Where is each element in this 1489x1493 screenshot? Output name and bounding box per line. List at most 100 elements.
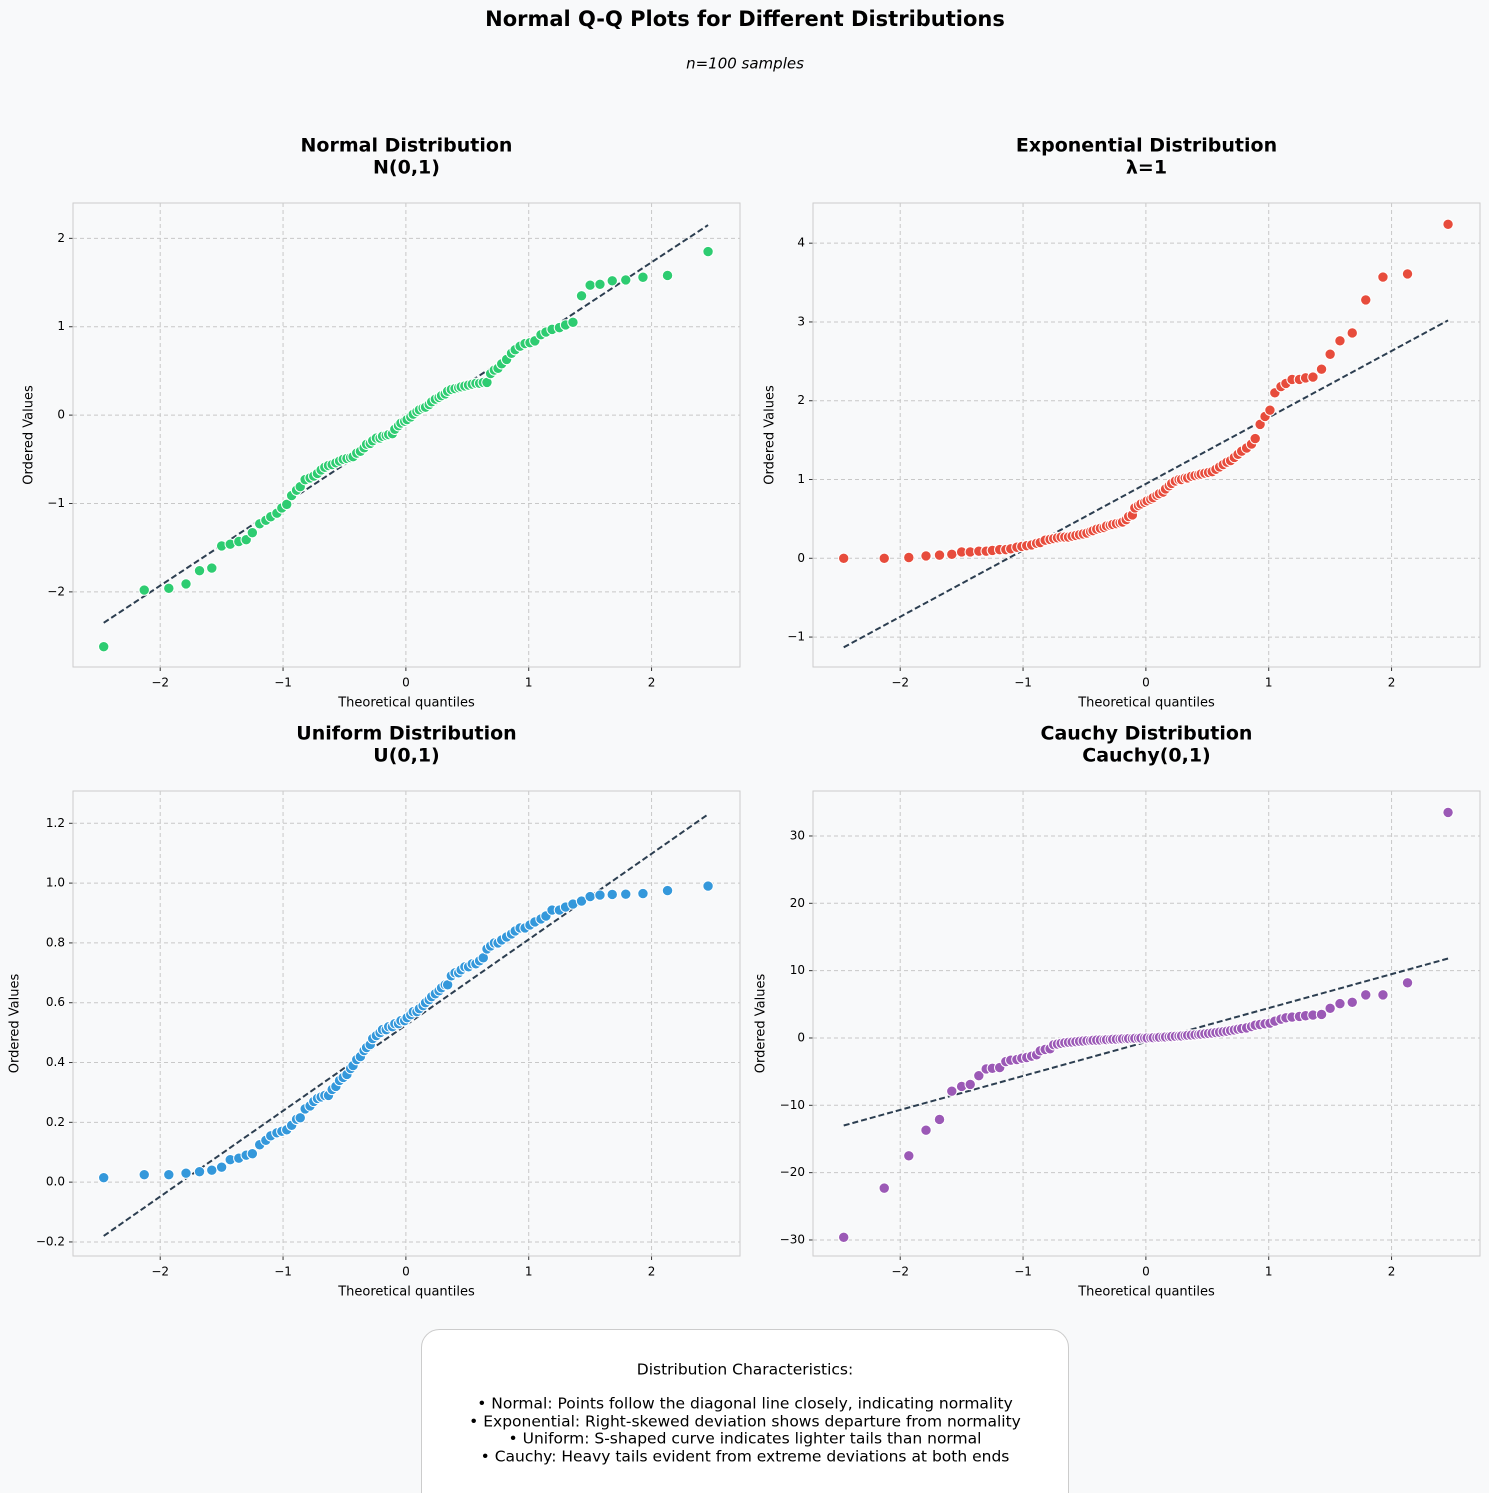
notes-line: • Cauchy: Heavy tails evident from extre… <box>481 1448 1010 1466</box>
point <box>163 582 175 595</box>
point <box>180 578 192 590</box>
point <box>1249 432 1261 445</box>
notes-line: • Normal: Points follow the diagonal lin… <box>477 1395 1013 1413</box>
y-tick-label: 0 <box>797 1030 805 1044</box>
x-tick-label: −2 <box>151 676 169 690</box>
figure-subtitle: n=100 samples <box>686 55 804 73</box>
point <box>1324 1002 1336 1015</box>
point <box>964 1078 976 1091</box>
x-axis-label: Theoretical quantiles <box>337 696 475 711</box>
point <box>838 552 850 564</box>
figure-title: Normal Q-Q Plots for Different Distribut… <box>485 7 1005 31</box>
y-tick-label: 1 <box>57 319 65 333</box>
panel-subtitle: Cauchy(0,1) <box>1082 745 1211 767</box>
point <box>1334 997 1346 1010</box>
fit-line <box>103 813 709 1237</box>
panel-title: Uniform Distribution <box>296 723 516 745</box>
point <box>163 1168 175 1181</box>
x-tick-label: 0 <box>1142 1265 1150 1279</box>
point <box>294 1112 306 1124</box>
point <box>1360 989 1372 1001</box>
y-tick-label: 20 <box>790 896 805 910</box>
x-tick-label: 2 <box>1388 676 1396 690</box>
x-tick-label: 1 <box>525 676 533 690</box>
point <box>215 1161 228 1173</box>
y-tick-label: 4 <box>797 236 805 250</box>
point <box>903 551 915 564</box>
point <box>702 880 714 892</box>
point <box>661 269 674 282</box>
point <box>180 1167 192 1179</box>
y-tick-label: −2 <box>47 584 65 598</box>
point <box>193 1165 206 1178</box>
point <box>838 1231 850 1243</box>
point <box>138 1168 150 1181</box>
point <box>1442 806 1454 819</box>
fit-line <box>843 957 1449 1127</box>
point <box>878 1182 890 1194</box>
point <box>637 887 649 900</box>
notes-heading: Distribution Characteristics: <box>637 1361 853 1379</box>
x-tick-label: 1 <box>1265 676 1273 690</box>
y-tick-label: 1 <box>797 472 805 486</box>
x-tick-label: 0 <box>1142 676 1150 690</box>
point <box>933 1113 946 1126</box>
x-tick-label: 2 <box>648 1265 656 1279</box>
point <box>973 1069 985 1082</box>
point <box>1401 977 1414 989</box>
point <box>1401 268 1414 280</box>
panel-title: Normal Distribution <box>301 135 513 157</box>
point <box>575 290 588 302</box>
point <box>1307 371 1319 383</box>
point <box>933 549 946 561</box>
x-tick-label: 0 <box>402 1265 410 1279</box>
point <box>138 584 150 596</box>
y-tick-label: 1.0 <box>46 876 65 890</box>
point <box>594 889 606 901</box>
panel-title: Cauchy Distribution <box>1041 723 1253 745</box>
point <box>281 498 293 511</box>
point <box>1377 989 1389 1001</box>
fit-line <box>843 319 1449 649</box>
point <box>946 1085 958 1097</box>
y-tick-label: 0.0 <box>46 1175 65 1189</box>
point <box>606 888 618 901</box>
point <box>594 278 606 291</box>
y-tick-label: −20 <box>780 1165 805 1179</box>
point <box>1315 1008 1328 1021</box>
point <box>920 1124 932 1136</box>
y-tick-label: 3 <box>797 314 805 328</box>
x-tick-label: 2 <box>1388 1265 1396 1279</box>
plot-frame <box>72 790 741 1257</box>
point <box>661 884 674 897</box>
notes-line: • Exponential: Right-skewed deviation sh… <box>469 1413 1021 1431</box>
point <box>206 562 218 574</box>
point <box>903 1150 915 1162</box>
x-axis-label: Theoretical quantiles <box>1077 1285 1215 1300</box>
x-tick-label: −1 <box>274 676 292 690</box>
notes-line: • Uniform: S-shaped curve indicates ligh… <box>509 1430 982 1448</box>
point <box>1334 335 1346 347</box>
point <box>620 888 632 900</box>
point <box>702 245 714 258</box>
y-axis-label: Ordered Values <box>22 385 37 485</box>
point <box>246 1148 259 1160</box>
x-tick-label: −1 <box>1014 1265 1032 1279</box>
y-tick-label: 0 <box>57 408 65 422</box>
point <box>1315 363 1328 375</box>
point <box>584 890 596 903</box>
y-tick-label: 0 <box>797 551 805 565</box>
x-tick-label: 2 <box>648 676 656 690</box>
y-tick-label: 30 <box>790 828 805 842</box>
y-axis-label: Ordered Values <box>754 974 769 1074</box>
panel-subtitle: N(0,1) <box>373 157 440 179</box>
x-tick-label: −1 <box>1014 676 1032 690</box>
y-tick-label: −0.2 <box>36 1234 65 1248</box>
panel-subtitle: λ=1 <box>1126 157 1167 179</box>
plot-area <box>813 791 1480 1256</box>
point <box>193 564 206 577</box>
point <box>206 1164 218 1176</box>
x-axis-label: Theoretical quantiles <box>1077 696 1215 711</box>
